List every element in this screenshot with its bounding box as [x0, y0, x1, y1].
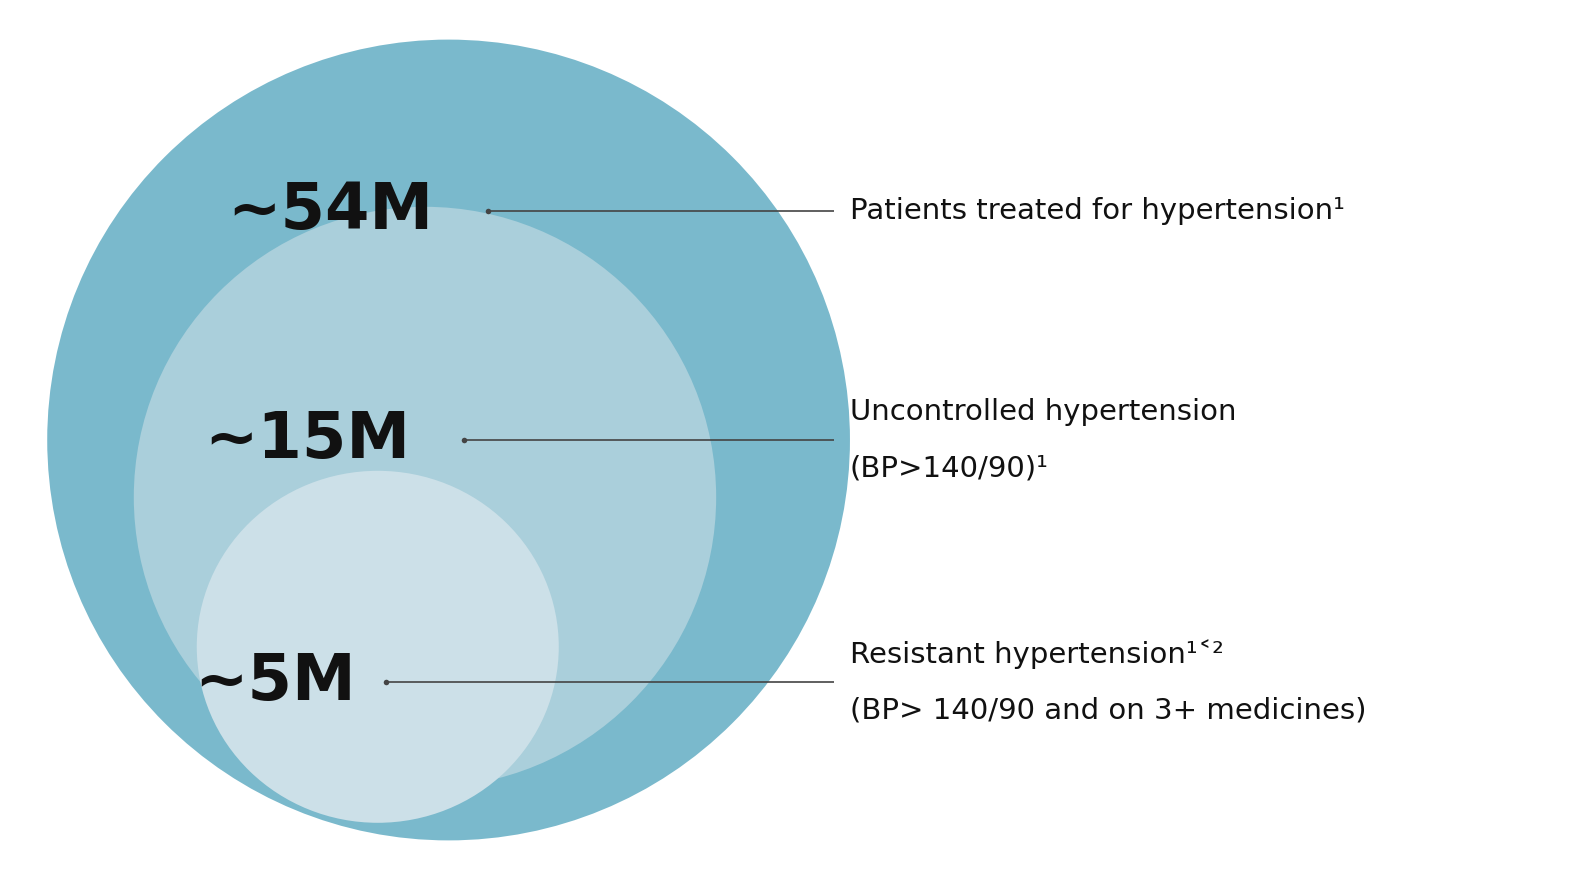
Text: ~15M: ~15M	[205, 409, 409, 471]
Ellipse shape	[47, 40, 850, 840]
Text: ~54M: ~54M	[228, 180, 433, 242]
Ellipse shape	[197, 471, 559, 823]
Text: Patients treated for hypertension¹: Patients treated for hypertension¹	[850, 197, 1344, 225]
Ellipse shape	[134, 207, 716, 788]
Text: ~5M: ~5M	[195, 651, 356, 713]
Text: (BP>140/90)¹: (BP>140/90)¹	[850, 454, 1048, 482]
Text: Uncontrolled hypertension: Uncontrolled hypertension	[850, 398, 1237, 426]
Text: Resistant hypertension¹˂²: Resistant hypertension¹˂²	[850, 639, 1225, 669]
Text: (BP> 140/90 and on 3+ medicines): (BP> 140/90 and on 3+ medicines)	[850, 696, 1366, 724]
